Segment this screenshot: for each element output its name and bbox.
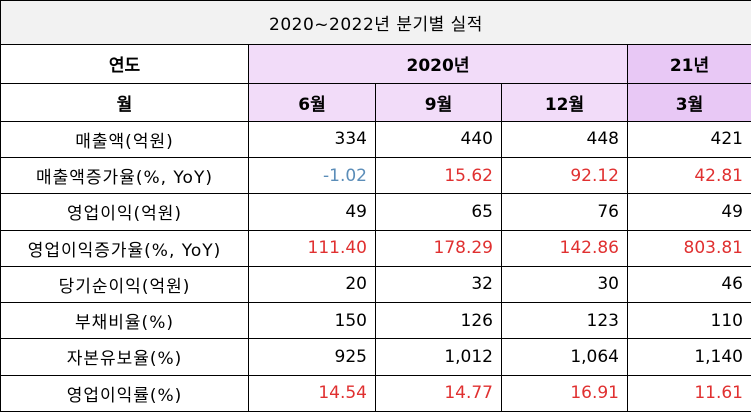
table-row: 당기순이익(억원) 20 32 30 46 [0, 265, 751, 304]
value-cell: 65 [375, 193, 502, 231]
table-title: 2020~2022년 분기별 실적 [0, 0, 751, 46]
value-cell: 925 [248, 338, 376, 376]
value-cell: 49 [627, 193, 751, 231]
row-label: 매출액(억원) [0, 120, 249, 159]
row-label: 영업이익률(%) [0, 374, 249, 412]
table-row: 부채비율(%) 150 126 123 110 [0, 302, 751, 340]
table-row: 매출액증가율(%, YoY) -1.02 15.62 92.12 42.81 [0, 157, 751, 195]
month-header-row: 월 6월 9월 12월 3월 [0, 82, 751, 122]
value-cell: 20 [248, 265, 376, 304]
value-cell: 42.81 [627, 157, 751, 195]
value-cell: 448 [501, 120, 628, 159]
month-header: 9월 [375, 82, 502, 122]
year-21-header: 21년 [627, 44, 751, 84]
row-label: 당기순이익(억원) [0, 265, 249, 304]
month-header: 6월 [248, 82, 376, 122]
row-label: 자본유보율(%) [0, 338, 249, 376]
table-row: 영업이익증가율(%, YoY) 111.40 178.29 142.86 803… [0, 229, 751, 267]
value-cell: 46 [627, 265, 751, 304]
value-cell: 30 [501, 265, 628, 304]
value-cell: -1.02 [248, 157, 376, 195]
value-cell: 14.77 [375, 374, 502, 412]
value-cell: 16.91 [501, 374, 628, 412]
year-label: 연도 [0, 44, 249, 84]
value-cell: 142.86 [501, 229, 628, 267]
month-header: 3월 [627, 82, 751, 122]
row-label: 영업이익증가율(%, YoY) [0, 229, 249, 267]
table-row: 영업이익률(%) 14.54 14.77 16.91 11.61 [0, 374, 751, 412]
row-label: 매출액증가율(%, YoY) [0, 157, 249, 195]
value-cell: 111.40 [248, 229, 376, 267]
value-cell: 32 [375, 265, 502, 304]
table-row: 매출액(억원) 334 440 448 421 [0, 120, 751, 159]
value-cell: 334 [248, 120, 376, 159]
value-cell: 110 [627, 302, 751, 340]
value-cell: 15.62 [375, 157, 502, 195]
value-cell: 126 [375, 302, 502, 340]
title-row: 2020~2022년 분기별 실적 [0, 0, 751, 46]
year-2020-header: 2020년 [248, 44, 628, 84]
value-cell: 49 [248, 193, 376, 231]
table-row: 영업이익(억원) 49 65 76 49 [0, 193, 751, 231]
value-cell: 150 [248, 302, 376, 340]
row-label: 부채비율(%) [0, 302, 249, 340]
value-cell: 1,064 [501, 338, 628, 376]
value-cell: 178.29 [375, 229, 502, 267]
month-label: 월 [0, 82, 249, 122]
value-cell: 803.81 [627, 229, 751, 267]
month-header: 12월 [501, 82, 628, 122]
value-cell: 1,012 [375, 338, 502, 376]
row-label: 영업이익(억원) [0, 193, 249, 231]
value-cell: 11.61 [627, 374, 751, 412]
year-header-row: 연도 2020년 21년 [0, 44, 751, 84]
value-cell: 421 [627, 120, 751, 159]
table-row: 자본유보율(%) 925 1,012 1,064 1,140 [0, 338, 751, 376]
value-cell: 1,140 [627, 338, 751, 376]
value-cell: 76 [501, 193, 628, 231]
value-cell: 92.12 [501, 157, 628, 195]
value-cell: 440 [375, 120, 502, 159]
value-cell: 123 [501, 302, 628, 340]
value-cell: 14.54 [248, 374, 376, 412]
